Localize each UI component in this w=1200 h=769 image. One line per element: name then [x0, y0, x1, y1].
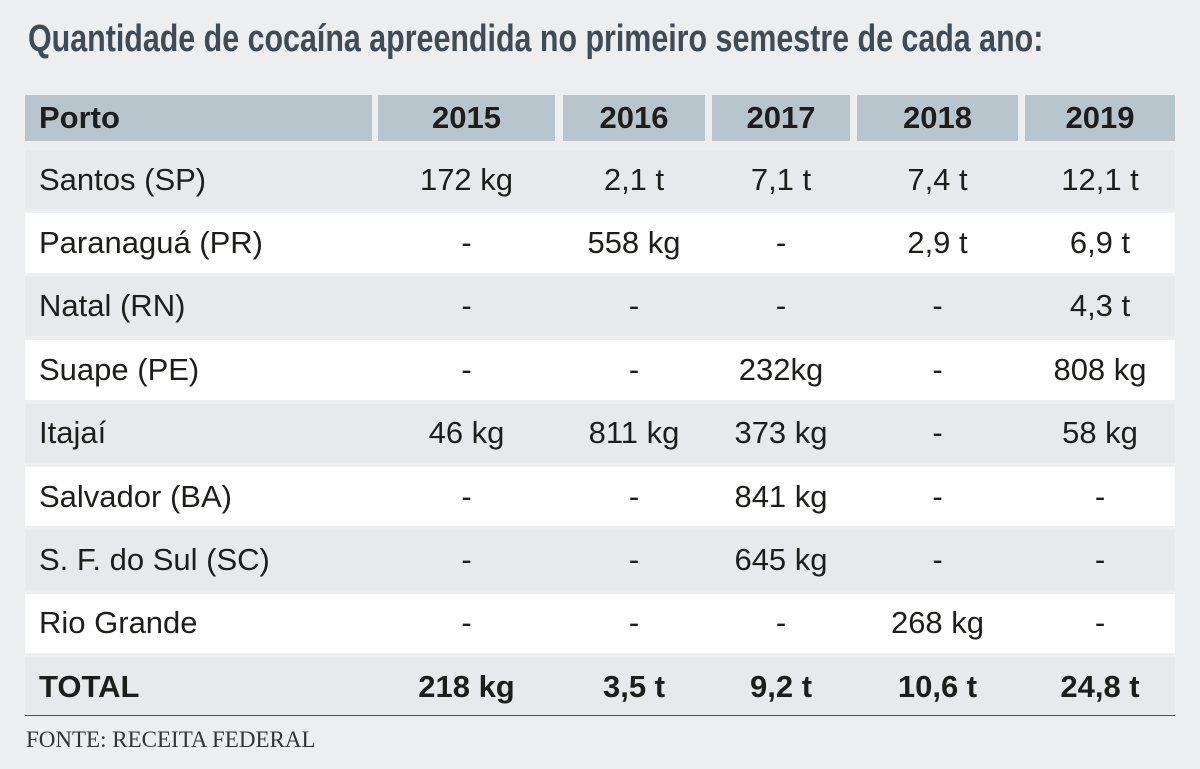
table-cell: 811 kg [588, 415, 680, 451]
table-cell: 558 kg [587, 225, 681, 261]
total-cell: TOTAL [39, 668, 140, 704]
table-cell: 7,1 t [750, 161, 812, 197]
table-cell: - [1094, 478, 1106, 514]
table-cell: - [932, 478, 943, 514]
table-cell: - [461, 225, 472, 261]
total-cell: 24,8 t [1060, 668, 1140, 704]
row-background [25, 213, 1175, 273]
table-cell: Rio Grande [39, 605, 198, 641]
row-background [25, 530, 1175, 590]
table-cell: Natal (RN) [39, 288, 186, 324]
total-cell: 218 kg [418, 668, 515, 704]
row-background [25, 657, 1175, 717]
table-cell: 841 kg [734, 478, 828, 514]
header-cell: 2017 [712, 95, 850, 141]
header-cell: 2018 [857, 95, 1018, 141]
table-cell: - [775, 225, 787, 261]
table-cell: 12,1 t [1061, 161, 1139, 197]
row-background [25, 150, 1175, 210]
table-cell: - [628, 288, 640, 324]
table-cell: - [932, 288, 943, 324]
table-cell: - [461, 351, 472, 387]
table-cell: - [461, 542, 472, 578]
table-cell: - [461, 288, 472, 324]
table-cell: - [775, 288, 787, 324]
table-cell: - [461, 605, 472, 641]
table-cell: Paranaguá (PR) [39, 225, 264, 261]
table-cell: 268 kg [890, 605, 985, 641]
source: FONTE: RECEITA FEDERAL [26, 727, 316, 752]
table-cell: - [628, 542, 640, 578]
table-cell: - [932, 415, 943, 451]
table-cell: - [628, 478, 640, 514]
table-cell: Itajaí [39, 415, 107, 451]
table-cell: - [1094, 605, 1106, 641]
row-background [25, 403, 1175, 463]
table-cell: 2,1 t [603, 161, 665, 197]
table-cell: Suape (PE) [39, 351, 200, 387]
table-cell: 6,9 t [1069, 225, 1131, 261]
table-cell: 808 kg [1053, 351, 1147, 387]
table-cell: 4,3 t [1069, 288, 1131, 324]
header-cell: 2019 [1025, 95, 1175, 141]
total-cell: 10,6 t [897, 668, 978, 704]
table-cell: Santos (SP) [39, 161, 207, 197]
table-cell: 46 kg [428, 415, 505, 451]
table-cell: - [628, 351, 640, 387]
row-background [25, 467, 1175, 527]
table-cell: 7,4 t [907, 161, 968, 197]
title: Quantidade de cocaína apreendida no prim… [28, 18, 1044, 60]
table-cell: 58 kg [1062, 415, 1138, 451]
header-cell: 2015 [378, 95, 555, 141]
table-cell: S. F. do Sul (SC) [39, 542, 270, 578]
row-background [25, 340, 1175, 400]
table-cell: - [932, 351, 943, 387]
table-cell: 232kg [738, 351, 824, 387]
table-cell: Salvador (BA) [39, 478, 232, 514]
table-cell: - [628, 605, 640, 641]
table-cell: - [1094, 542, 1106, 578]
table-cell: - [775, 605, 787, 641]
table-cell: 2,9 t [907, 225, 968, 261]
table-cell: - [932, 542, 943, 578]
table-cell: 172 kg [419, 161, 514, 197]
row-background [25, 276, 1175, 337]
header-cell: 2016 [563, 95, 705, 141]
table-cell: 373 kg [734, 415, 828, 451]
header-cell: Porto [25, 95, 372, 141]
total-cell: 9,2 t [749, 668, 813, 704]
table-cell: - [461, 478, 472, 514]
row-background [25, 593, 1175, 654]
rule [25, 715, 1175, 716]
table-cell: 645 kg [734, 542, 828, 578]
total-cell: 3,5 t [602, 668, 666, 704]
